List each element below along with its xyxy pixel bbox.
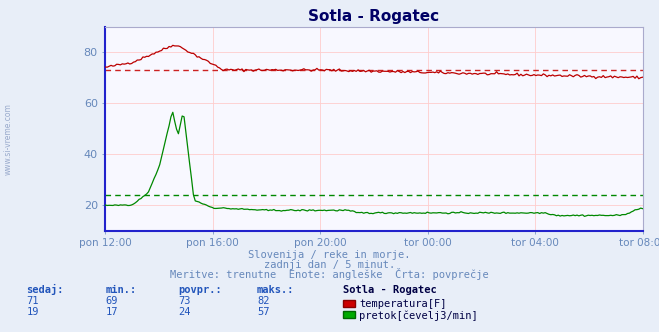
Text: povpr.:: povpr.: — [178, 285, 221, 295]
Text: min.:: min.: — [105, 285, 136, 295]
Text: 71: 71 — [26, 296, 39, 306]
Text: Slovenija / reke in morje.: Slovenija / reke in morje. — [248, 250, 411, 260]
Text: temperatura[F]: temperatura[F] — [359, 299, 447, 309]
Text: Sotla - Rogatec: Sotla - Rogatec — [343, 285, 436, 295]
Text: pretok[čevelj3/min]: pretok[čevelj3/min] — [359, 310, 478, 321]
Text: www.si-vreme.com: www.si-vreme.com — [3, 104, 13, 175]
Text: 73: 73 — [178, 296, 190, 306]
Text: sedaj:: sedaj: — [26, 284, 64, 295]
Title: Sotla - Rogatec: Sotla - Rogatec — [308, 9, 440, 24]
Text: 57: 57 — [257, 307, 270, 317]
Text: 17: 17 — [105, 307, 118, 317]
Text: 69: 69 — [105, 296, 118, 306]
Text: Meritve: trenutne  Enote: angleške  Črta: povprečje: Meritve: trenutne Enote: angleške Črta: … — [170, 268, 489, 280]
Text: 82: 82 — [257, 296, 270, 306]
Text: zadnji dan / 5 minut.: zadnji dan / 5 minut. — [264, 260, 395, 270]
Text: 24: 24 — [178, 307, 190, 317]
Text: 19: 19 — [26, 307, 39, 317]
Text: maks.:: maks.: — [257, 285, 295, 295]
